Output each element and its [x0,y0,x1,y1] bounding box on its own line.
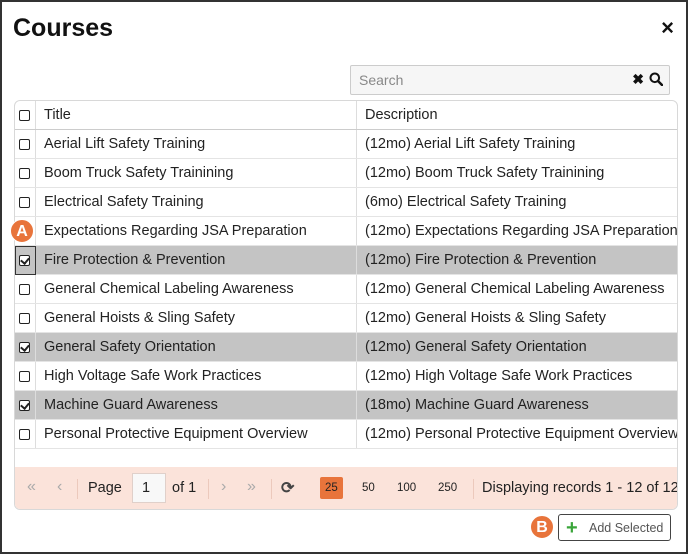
row-description: (12mo) Personal Protective Equipment Ove… [365,426,678,442]
row-description: (12mo) General Hoists & Sling Safety [365,310,606,326]
annotation-badge-a: A [10,219,34,243]
row-checkbox[interactable] [19,284,30,295]
row-description: (6mo) Electrical Safety Training [365,194,567,210]
row-description: (12mo) Fire Protection & Prevention [365,252,597,268]
table-row[interactable]: Electrical Safety Training (6mo) Electri… [15,188,677,217]
row-description: (12mo) High Voltage Safe Work Practices [365,368,633,384]
row-checkbox[interactable] [19,168,30,179]
table-row[interactable]: General Chemical Labeling Awareness (12m… [15,275,677,304]
search-box: ✖ [350,65,670,95]
column-header-description[interactable]: Description [365,107,438,123]
row-checkbox[interactable] [19,139,30,150]
row-checkbox-checked[interactable] [19,342,30,353]
select-all-checkbox[interactable] [19,110,30,121]
row-title: Expectations Regarding JSA Preparation [36,217,357,245]
close-icon[interactable]: × [661,15,674,40]
pager-separator [271,479,272,499]
page-count-label: of 1 [172,480,197,496]
table-row[interactable]: High Voltage Safe Work Practices (12mo) … [15,362,677,391]
row-title: Boom Truck Safety Trainining [36,159,357,187]
row-title: Machine Guard Awareness [36,391,357,419]
row-title: General Hoists & Sling Safety [36,304,357,332]
table-row[interactable]: Boom Truck Safety Trainining (12mo) Boom… [15,159,677,188]
column-header-title[interactable]: Title [36,101,357,129]
search-input[interactable] [351,66,621,94]
checkbox-focus-outline [15,246,36,275]
plus-icon: + [566,517,578,539]
table-row[interactable]: General Hoists & Sling Safety (12mo) Gen… [15,304,677,333]
row-title: Electrical Safety Training [36,188,357,216]
table-row[interactable]: Aerial Lift Safety Training (12mo) Aeria… [15,130,677,159]
modal-title: Courses [13,14,114,42]
row-checkbox-checked[interactable] [19,400,30,411]
row-description: (12mo) Boom Truck Safety Trainining [365,165,605,181]
row-checkbox[interactable] [19,371,30,382]
annotation-badge-b: B [530,515,554,539]
clear-search-icon[interactable]: ✖ [632,71,644,87]
row-checkbox-checked[interactable] [19,255,30,266]
last-page-icon[interactable]: » [247,478,256,495]
row-checkbox[interactable] [19,197,30,208]
pagination-bar: « ‹ Page 1 of 1 › » ⟳ 25 50 100 250 Disp… [15,467,678,509]
row-title: Aerial Lift Safety Training [36,130,357,158]
row-description: (12mo) General Safety Orientation [365,339,587,355]
pager-separator [77,479,78,499]
add-selected-button[interactable]: + Add Selected [558,514,671,541]
row-title: General Chemical Labeling Awareness [36,275,357,303]
row-checkbox[interactable] [19,429,30,440]
page-size-100[interactable]: 100 [397,482,417,494]
row-title: High Voltage Safe Work Practices [36,362,357,390]
add-selected-label: Add Selected [589,521,664,535]
courses-grid: Title Description Aerial Lift Safety Tra… [14,100,678,510]
next-page-icon[interactable]: › [221,478,227,495]
row-description: (12mo) Aerial Lift Safety Training [365,136,576,152]
search-icon[interactable] [649,72,664,91]
table-row-selected[interactable]: Fire Protection & Prevention (12mo) Fire… [15,246,677,275]
table-header: Title Description [15,101,677,130]
page-size-50[interactable]: 50 [362,482,375,494]
page-number-input[interactable]: 1 [132,473,166,503]
page-size-25[interactable]: 25 [320,477,343,499]
row-title: General Safety Orientation [36,333,357,361]
pager-separator [473,479,474,499]
records-status: Displaying records 1 - 12 of 12 [482,480,678,496]
table-row-selected[interactable]: General Safety Orientation (12mo) Genera… [15,333,677,362]
page-size-250[interactable]: 250 [438,482,458,494]
row-description: (18mo) Machine Guard Awareness [365,397,589,413]
row-description: (12mo) Expectations Regarding JSA Prepar… [365,223,678,239]
row-checkbox[interactable] [19,313,30,324]
first-page-icon[interactable]: « [27,478,36,495]
row-title: Fire Protection & Prevention [36,246,357,274]
prev-page-icon[interactable]: ‹ [57,478,63,495]
row-title: Personal Protective Equipment Overview [36,420,357,448]
table-row[interactable]: Personal Protective Equipment Overview (… [15,420,678,449]
pager-separator [208,479,209,499]
page-label: Page [88,480,122,496]
table-row-selected[interactable]: Machine Guard Awareness (18mo) Machine G… [15,391,677,420]
table-row[interactable]: Expectations Regarding JSA Preparation (… [15,217,678,246]
refresh-icon[interactable]: ⟳ [281,480,295,497]
row-description: (12mo) General Chemical Labeling Awarene… [365,281,665,297]
